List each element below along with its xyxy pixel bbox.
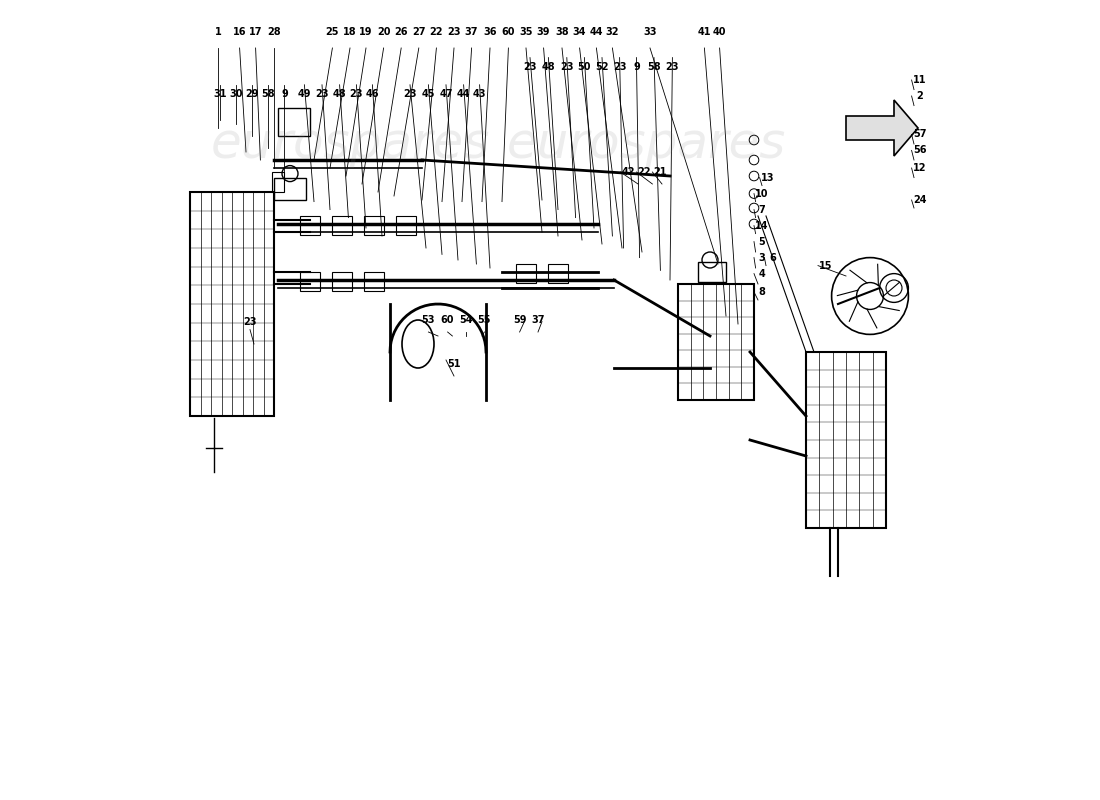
Text: 23: 23 <box>524 62 537 72</box>
Text: 60: 60 <box>441 315 454 325</box>
Bar <box>364 216 384 235</box>
Text: 58: 58 <box>262 90 275 99</box>
Text: 32: 32 <box>606 27 619 37</box>
Text: 51: 51 <box>448 359 461 369</box>
Text: 35: 35 <box>519 27 532 37</box>
Bar <box>332 216 352 235</box>
Text: 37: 37 <box>531 315 544 325</box>
Text: 52: 52 <box>595 62 608 72</box>
Bar <box>300 216 320 235</box>
Text: 12: 12 <box>913 163 926 173</box>
Text: 27: 27 <box>412 27 426 37</box>
Bar <box>332 272 352 291</box>
Bar <box>678 284 754 400</box>
Text: 23: 23 <box>560 62 573 72</box>
Text: 49: 49 <box>298 90 311 99</box>
Text: 33: 33 <box>644 27 657 37</box>
Text: 26: 26 <box>395 27 408 37</box>
Text: 39: 39 <box>537 27 550 37</box>
Text: 13: 13 <box>761 173 774 182</box>
Text: eurospares: eurospares <box>210 120 490 168</box>
Text: 7: 7 <box>759 205 766 214</box>
Polygon shape <box>846 100 918 156</box>
Text: 40: 40 <box>713 27 726 37</box>
Text: 41: 41 <box>697 27 711 37</box>
Text: eurospares: eurospares <box>506 120 785 168</box>
Text: 44: 44 <box>456 90 471 99</box>
Text: 53: 53 <box>421 315 436 325</box>
Text: 24: 24 <box>913 195 926 205</box>
Bar <box>698 262 726 282</box>
Bar <box>806 352 886 528</box>
Bar <box>516 264 536 283</box>
Text: 43: 43 <box>473 90 486 99</box>
Text: 3: 3 <box>759 253 766 262</box>
Text: 56: 56 <box>913 146 926 155</box>
Text: 58: 58 <box>647 62 661 72</box>
Bar <box>190 192 274 416</box>
Text: 55: 55 <box>477 315 491 325</box>
Text: 23: 23 <box>448 27 461 37</box>
Text: 48: 48 <box>541 62 556 72</box>
Text: 60: 60 <box>502 27 515 37</box>
Text: 9: 9 <box>632 62 640 72</box>
Text: 6: 6 <box>769 253 776 262</box>
Bar <box>274 178 306 200</box>
Text: 47: 47 <box>439 90 453 99</box>
Text: 4: 4 <box>759 269 766 278</box>
Bar <box>278 108 310 136</box>
Text: 22: 22 <box>430 27 443 37</box>
Text: 59: 59 <box>513 315 527 325</box>
Text: 57: 57 <box>913 130 926 139</box>
Text: 37: 37 <box>465 27 478 37</box>
Text: 30: 30 <box>230 90 243 99</box>
Text: 23: 23 <box>316 90 329 99</box>
Text: 46: 46 <box>365 90 380 99</box>
Bar <box>272 172 284 192</box>
Text: 25: 25 <box>326 27 339 37</box>
Text: 18: 18 <box>343 27 356 37</box>
Text: 44: 44 <box>590 27 603 37</box>
Text: 14: 14 <box>756 221 769 230</box>
Text: 9: 9 <box>280 90 288 99</box>
Text: 34: 34 <box>573 27 586 37</box>
Text: 23: 23 <box>243 317 256 326</box>
Text: 21: 21 <box>653 167 667 177</box>
Text: 23: 23 <box>404 90 417 99</box>
Text: 10: 10 <box>756 189 769 198</box>
Text: 50: 50 <box>578 62 591 72</box>
Text: 17: 17 <box>249 27 263 37</box>
Text: 11: 11 <box>913 75 926 85</box>
Text: 1: 1 <box>214 27 221 37</box>
Text: 20: 20 <box>377 27 390 37</box>
Text: 28: 28 <box>267 27 280 37</box>
Text: 8: 8 <box>759 287 766 297</box>
Text: 2: 2 <box>916 91 923 101</box>
Text: 16: 16 <box>233 27 246 37</box>
Text: 29: 29 <box>245 90 260 99</box>
Text: 23: 23 <box>666 62 679 72</box>
Text: 23: 23 <box>613 62 626 72</box>
Text: 38: 38 <box>556 27 569 37</box>
Text: 45: 45 <box>421 90 436 99</box>
Bar <box>396 216 416 235</box>
Text: 5: 5 <box>759 237 766 246</box>
Text: 42: 42 <box>621 167 635 177</box>
Bar <box>300 272 320 291</box>
Text: 19: 19 <box>360 27 373 37</box>
Text: 23: 23 <box>350 90 363 99</box>
Text: 48: 48 <box>333 90 346 99</box>
Text: 36: 36 <box>483 27 497 37</box>
Text: 54: 54 <box>460 315 473 325</box>
Bar <box>549 264 568 283</box>
Text: 15: 15 <box>820 261 833 270</box>
Bar <box>364 272 384 291</box>
Text: 22: 22 <box>638 167 651 177</box>
Text: 31: 31 <box>213 90 227 99</box>
